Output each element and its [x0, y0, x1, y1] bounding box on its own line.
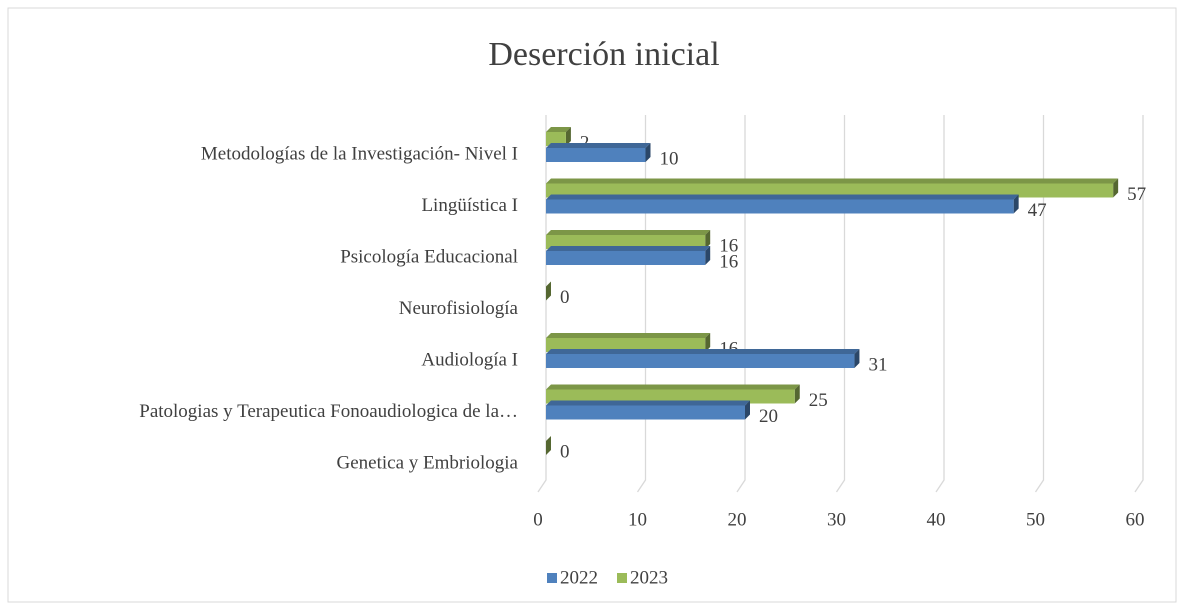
x-tick-label: 0 — [533, 509, 543, 530]
value-label: 2 — [580, 132, 590, 153]
bar — [546, 333, 711, 352]
chart-title: Deserción inicial — [488, 36, 719, 73]
value-label: 20 — [759, 406, 778, 427]
bar — [546, 281, 551, 301]
bar — [546, 178, 1119, 198]
legend-label: 2022 — [560, 567, 598, 588]
grid-line — [1034, 115, 1045, 493]
bar — [546, 194, 1019, 214]
bar — [546, 246, 711, 265]
legend-label: 2023 — [630, 567, 668, 588]
grid-line — [835, 115, 846, 493]
bar — [546, 384, 800, 404]
value-label: 31 — [868, 354, 887, 375]
bar — [546, 230, 711, 249]
bar — [546, 349, 860, 368]
value-label: 47 — [1028, 200, 1047, 221]
value-label: 16 — [719, 235, 738, 256]
value-label: 25 — [809, 390, 828, 411]
value-label: 57 — [1127, 184, 1146, 205]
grid-line — [1134, 115, 1144, 493]
y-tick-label: Patologias y Terapeutica Fonoaudiologica… — [139, 401, 518, 422]
value-label: 0 — [560, 287, 570, 308]
y-tick-label: Lingüística I — [421, 195, 518, 216]
y-tick-label: Audiología I — [421, 349, 518, 370]
y-tick-label: Metodologías de la Investigación- Nivel … — [201, 143, 518, 164]
x-tick-label: 60 — [1126, 509, 1145, 530]
y-tick-label: Neurofisiología — [399, 298, 519, 319]
grid-line — [935, 115, 945, 493]
bar — [546, 400, 750, 420]
value-label: 16 — [719, 251, 738, 272]
value-label: 0 — [560, 441, 570, 462]
legend-swatch — [547, 573, 557, 583]
y-tick-label: Psicología Educacional — [340, 246, 518, 267]
bar — [546, 436, 551, 455]
chart-frame — [7, 7, 1177, 603]
value-label: 10 — [660, 148, 679, 169]
bar — [546, 127, 571, 146]
y-tick-label: Genetica y Embriologia — [337, 452, 519, 473]
bar — [546, 143, 651, 162]
grid-line — [736, 115, 746, 493]
x-tick-label: 20 — [728, 509, 747, 530]
legend-swatch — [617, 573, 627, 583]
x-tick-label: 30 — [827, 509, 846, 530]
x-tick-label: 10 — [628, 509, 647, 530]
x-tick-label: 40 — [927, 509, 946, 530]
x-tick-label: 50 — [1026, 509, 1045, 530]
